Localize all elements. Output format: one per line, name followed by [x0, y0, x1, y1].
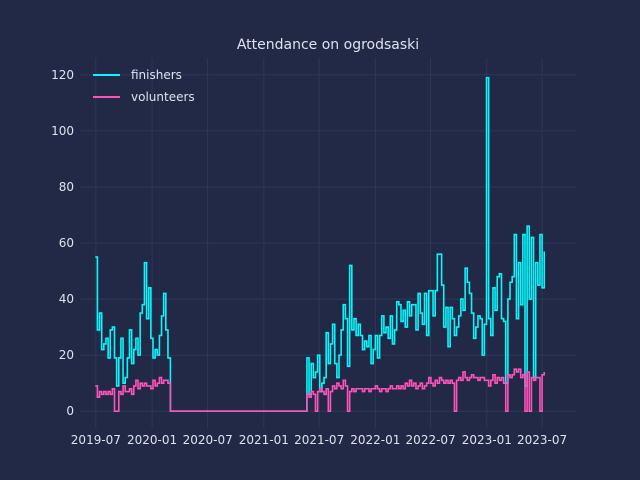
y-tick-label: 120 — [51, 68, 74, 82]
x-tick-label: 2019-07 — [71, 433, 121, 447]
legend-label-volunteers: volunteers — [131, 90, 195, 104]
y-tick-label: 60 — [59, 236, 74, 250]
y-tick-label: 80 — [59, 180, 74, 194]
series-line-volunteers — [95, 368, 546, 412]
x-tick-label: 2021-01 — [239, 433, 289, 447]
x-tick-label: 2023-07 — [517, 433, 567, 447]
x-axis-ticks: 2019-07 2020-01 2020-07 2021-01 2021-07 2022-… — [71, 433, 567, 447]
x-tick-label: 2022-07 — [406, 433, 456, 447]
x-tick-label: 2022-01 — [350, 433, 400, 447]
x-tick-label: 2020-07 — [183, 433, 233, 447]
y-tick-label: 100 — [51, 124, 74, 138]
x-tick-label: 2020-01 — [127, 433, 177, 447]
chart-title: Attendance on ogrodsaski — [237, 37, 419, 53]
x-tick-label: 2021-07 — [294, 433, 344, 447]
y-tick-label: 40 — [59, 292, 74, 306]
grid — [80, 58, 576, 428]
y-axis-ticks: 0 20 40 60 80 100 120 — [51, 68, 74, 418]
y-tick-label: 0 — [66, 404, 74, 418]
legend: finishers volunteers — [93, 68, 195, 104]
y-tick-label: 20 — [59, 348, 74, 362]
series-lines — [95, 76, 546, 412]
legend-label-finishers: finishers — [131, 68, 182, 82]
series-line-finishers — [95, 76, 546, 412]
x-tick-label: 2023-01 — [462, 433, 512, 447]
